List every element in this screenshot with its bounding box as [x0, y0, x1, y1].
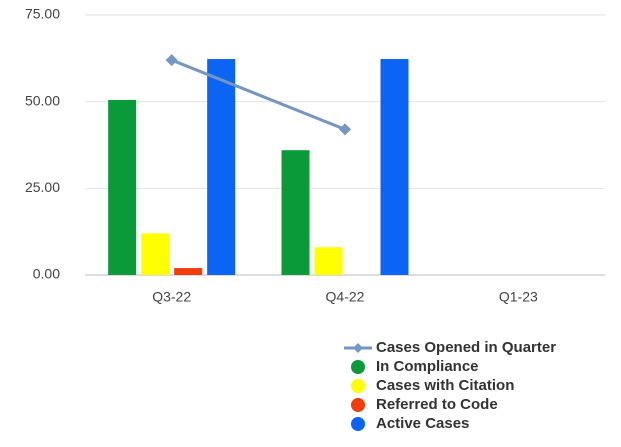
legend-label: In Compliance [376, 358, 479, 375]
line [171, 58, 346, 131]
legend-label: Active Cases [376, 415, 469, 432]
bar [207, 59, 236, 275]
line-marker [339, 123, 351, 136]
bar [108, 99, 137, 275]
x-tick-label: Q1-23 [499, 289, 538, 305]
y-tick-label: 25.00 [25, 179, 60, 195]
legend-label: Cases with Citation [376, 377, 514, 394]
y-tick-label: 50.00 [25, 92, 60, 108]
bar [380, 59, 409, 275]
legend-marker [351, 417, 365, 431]
legend-marker [351, 360, 365, 374]
bar [281, 150, 310, 275]
y-tick-label: 75.00 [25, 6, 60, 22]
y-tick-label: 0.00 [33, 266, 60, 282]
x-tick-label: Q3-22 [152, 289, 191, 305]
legend-marker [351, 398, 365, 412]
bar [174, 268, 203, 275]
legend-marker [351, 379, 365, 393]
bar [314, 247, 343, 275]
bar [141, 233, 170, 275]
legend-marker [353, 343, 363, 353]
line-marker [165, 54, 178, 67]
legend-label: Referred to Code [376, 396, 498, 413]
x-tick-label: Q4-22 [326, 289, 365, 305]
legend-label: Cases Opened in Quarter [376, 339, 556, 356]
